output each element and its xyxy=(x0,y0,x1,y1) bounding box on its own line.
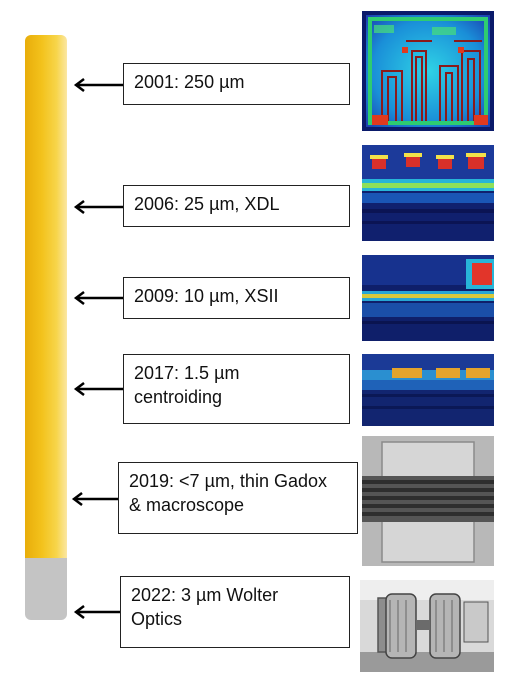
arrow-left-icon xyxy=(72,605,122,619)
arrow-left-icon xyxy=(72,291,124,305)
milestone-label-line2: centroiding xyxy=(134,387,223,407)
heatmap-line-image xyxy=(362,255,494,341)
milestone-label: 2022: 3 µm Wolter xyxy=(131,585,279,605)
milestone-2001: 2001: 250 µm xyxy=(123,63,350,105)
heatmap-line-image xyxy=(362,354,494,426)
grayscale-bars-image xyxy=(362,436,494,566)
milestone-label: 2001: 250 µm xyxy=(134,72,245,92)
arrow-left-icon xyxy=(72,78,124,92)
milestone-label-line2: & macroscope xyxy=(129,495,245,515)
milestone-2022: 2022: 3 µm Wolter Optics xyxy=(120,576,350,648)
milestone-label-line2: Optics xyxy=(131,609,183,629)
timeline-bar-grey-segment xyxy=(25,558,67,620)
heatmap-detector-pattern-image xyxy=(362,11,494,131)
milestone-label: 2009: 10 µm, XSII xyxy=(134,286,279,306)
milestone-2006: 2006: 25 µm, XDL xyxy=(123,185,350,227)
milestone-label: 2006: 25 µm, XDL xyxy=(134,194,280,214)
milestone-2019: 2019: <7 µm, thin Gadox & macroscope xyxy=(118,462,358,534)
arrow-left-icon xyxy=(70,492,120,506)
heatmap-line-image xyxy=(362,145,494,241)
timeline-bar-gold-segment xyxy=(25,35,67,558)
milestone-2017: 2017: 1.5 µm centroiding xyxy=(123,354,350,424)
milestone-label: 2019: <7 µm, thin Gadox xyxy=(129,471,327,491)
milestone-2009: 2009: 10 µm, XSII xyxy=(123,277,350,319)
arrow-left-icon xyxy=(72,200,124,214)
arrow-left-icon xyxy=(72,382,124,396)
milestone-label: 2017: 1.5 µm xyxy=(134,363,240,383)
timeline-bar xyxy=(25,35,67,620)
wolter-optics-photo xyxy=(360,580,494,672)
